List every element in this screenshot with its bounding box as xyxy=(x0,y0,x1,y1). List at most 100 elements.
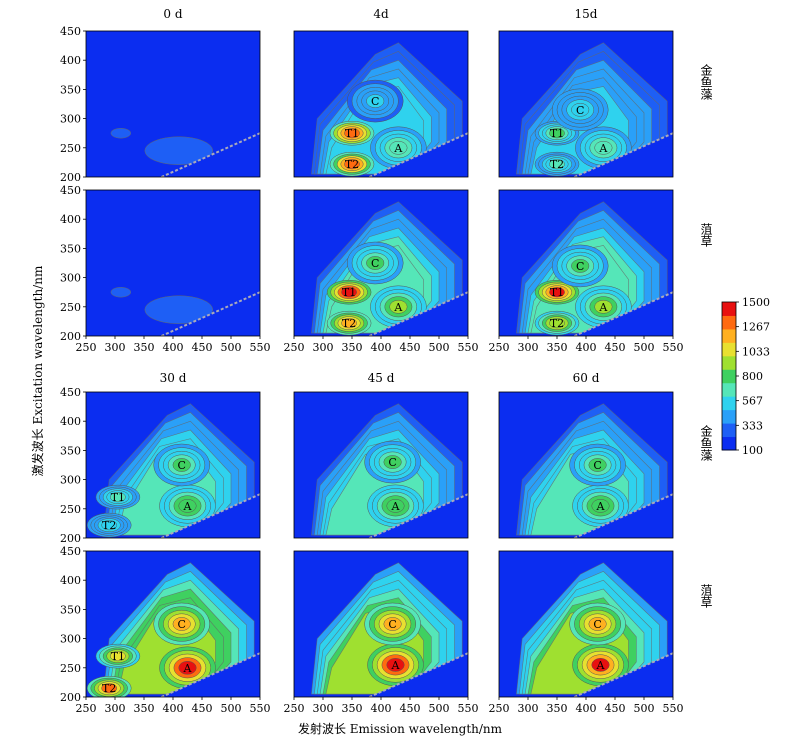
x-tick-label: 450 xyxy=(192,341,213,354)
peak-contour xyxy=(101,520,118,531)
y-tick-label: 250 xyxy=(60,142,81,155)
colorbar-segment xyxy=(722,436,736,451)
peak-label: A xyxy=(393,142,403,155)
peak-label: T1 xyxy=(111,491,125,504)
peak-contour xyxy=(571,259,590,273)
x-tick-label: 350 xyxy=(134,702,155,715)
y-tick-label: 200 xyxy=(60,532,81,545)
peak-label: A xyxy=(598,301,608,314)
y-tick-label: 400 xyxy=(60,574,81,587)
peak-label: C xyxy=(177,459,185,472)
scatter-line xyxy=(368,291,468,336)
peak-label: T1 xyxy=(342,286,356,299)
y-tick-label: 400 xyxy=(60,415,81,428)
peak-label: C xyxy=(593,618,601,631)
peak-contour xyxy=(549,159,565,170)
peak-label: C xyxy=(371,257,379,270)
colorbar-tick-label: 100 xyxy=(742,444,763,457)
row-label: 金鱼藻 xyxy=(699,424,713,461)
y-tick-label: 350 xyxy=(60,83,81,96)
colorbar-segment xyxy=(722,342,736,357)
row-label: 金鱼藻 xyxy=(699,63,713,100)
peak-label: T1 xyxy=(111,650,125,663)
peak-label: T2 xyxy=(550,317,564,330)
x-axis-title: 发射波长 Emission wavelength/nm xyxy=(298,721,503,736)
x-tick-label: 350 xyxy=(342,702,363,715)
x-tick-label: 450 xyxy=(192,702,213,715)
peak-label: C xyxy=(576,104,584,117)
eem-panel: T1 T2 A C xyxy=(498,30,674,178)
panel-frame xyxy=(498,30,674,178)
eem-panel: T1 T2 A C xyxy=(293,30,469,178)
peak-contour xyxy=(389,299,408,314)
x-tick-label: 350 xyxy=(547,702,568,715)
scatter-line xyxy=(160,291,260,336)
y-tick-label: 350 xyxy=(60,603,81,616)
colorbar-segment xyxy=(722,409,736,424)
colorbar-tick-label: 567 xyxy=(742,395,763,408)
scatter-line xyxy=(573,493,673,538)
x-tick-label: 250 xyxy=(489,341,510,354)
peak-contour xyxy=(178,660,197,675)
peak-contour xyxy=(110,492,126,503)
contour-layer xyxy=(110,127,260,177)
contour-layer xyxy=(86,403,260,538)
y-tick-label: 400 xyxy=(60,54,81,67)
y-tick-label: 200 xyxy=(60,330,81,343)
x-tick-label: 550 xyxy=(250,702,271,715)
row-label: 菹草 xyxy=(699,223,713,247)
panel-grid: 450400350300250200T1T2ACT1T2AC4504003503… xyxy=(60,25,684,715)
colorbar-segment xyxy=(722,423,736,438)
peak-label: C xyxy=(593,459,601,472)
contour-layer xyxy=(110,286,260,336)
panel-frame xyxy=(498,391,674,539)
peak-contour xyxy=(549,128,565,139)
y-tick-label: 350 xyxy=(60,444,81,457)
x-tick-label: 300 xyxy=(518,341,539,354)
contour-layer xyxy=(311,201,468,336)
peak-label: A xyxy=(183,500,193,513)
peak-label: T2 xyxy=(550,158,564,171)
x-tick-label: 350 xyxy=(547,341,568,354)
colorbar-segment xyxy=(722,355,736,370)
peak-contour xyxy=(383,455,402,469)
peak-label: T2 xyxy=(342,317,356,330)
scatter-line xyxy=(573,291,673,336)
colorbar-tick-label: 1033 xyxy=(742,345,770,358)
x-tick-label: 450 xyxy=(400,702,421,715)
x-tick-label: 400 xyxy=(576,341,597,354)
x-tick-label: 550 xyxy=(663,341,684,354)
x-tick-label: 300 xyxy=(518,702,539,715)
peak-contour xyxy=(386,499,405,513)
y-tick-label: 250 xyxy=(60,662,81,675)
y-tick-label: 400 xyxy=(60,213,81,226)
contour-level xyxy=(110,127,132,139)
x-tick-label: 400 xyxy=(371,702,392,715)
scatter-line xyxy=(368,132,468,177)
peak-label: A xyxy=(391,659,401,672)
peak-contour xyxy=(591,658,610,672)
colorbar: 1500 1267 1033 800 567 333 100 xyxy=(721,296,770,457)
peak-contour xyxy=(172,458,191,472)
column-title: 45 d xyxy=(368,371,395,385)
y-tick-label: 200 xyxy=(60,171,81,184)
peak-contour xyxy=(591,499,610,513)
x-tick-label: 500 xyxy=(429,341,450,354)
y-axis-title: 激发波长 Excitation wavelength/nm xyxy=(30,265,45,476)
colorbar-segment xyxy=(722,302,736,316)
x-tick-label: 550 xyxy=(458,341,479,354)
column-title: 0 d xyxy=(163,7,182,21)
column-title: 15d xyxy=(575,7,598,21)
x-tick-label: 250 xyxy=(76,702,97,715)
eem-panel: A C 250 300 350 400 450 500 550 xyxy=(489,550,684,715)
peak-contour xyxy=(594,140,613,155)
colorbar-segment xyxy=(722,328,736,343)
contour-layer xyxy=(311,42,468,177)
peak-contour xyxy=(549,287,565,298)
colorbar-segment xyxy=(722,396,736,411)
eem-panel: T1 T2 A C 250 300 350 400 450 500 550 xyxy=(284,189,479,354)
peak-label: T2 xyxy=(102,519,116,532)
